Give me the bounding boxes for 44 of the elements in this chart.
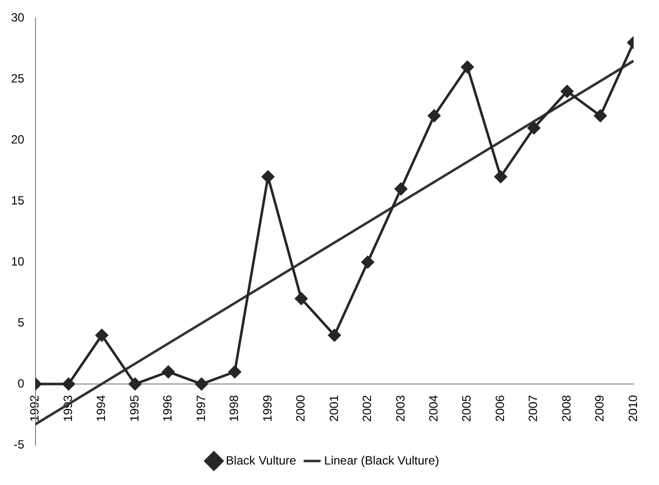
y-tick-label: -5 — [14, 437, 25, 452]
x-tick-label: 2003 — [393, 394, 408, 422]
x-tick-label: 2008 — [559, 394, 574, 422]
point — [594, 110, 607, 122]
y-tick-label: 0 — [18, 376, 25, 390]
x-tick-label: 2004 — [426, 394, 440, 422]
point — [560, 85, 574, 98]
point — [494, 170, 507, 183]
y-tick-label: 15 — [10, 193, 25, 208]
y-tick-label: 30 — [10, 10, 25, 25]
x-tick-label: 2006 — [492, 394, 507, 422]
point — [262, 170, 274, 183]
point — [361, 256, 374, 268]
y-tick-label: 25 — [10, 71, 25, 86]
x-tick-label: 1999 — [260, 394, 274, 422]
point — [461, 60, 474, 74]
x-tick-label: 1995 — [127, 394, 142, 422]
x-tick-label: 1997 — [194, 394, 208, 422]
x-tick-label: 1994 — [94, 394, 108, 422]
x-tick-label: 2007 — [526, 394, 540, 422]
point — [394, 182, 408, 196]
y-tick-label: 10 — [10, 254, 25, 268]
x-tick-label: 2005 — [460, 394, 474, 422]
point — [128, 378, 142, 390]
point — [528, 122, 540, 134]
legend-label: Black Vulture — [226, 453, 296, 468]
x-tick-label: 2001 — [326, 394, 341, 422]
x-tick-label: 2010 — [626, 394, 640, 422]
x-tick-label: 1996 — [160, 394, 175, 422]
point — [62, 378, 75, 390]
x-tick-label: 2002 — [360, 394, 374, 422]
y-tick-label: 5 — [18, 315, 25, 330]
point — [195, 378, 208, 390]
point — [96, 329, 108, 342]
x-tick-label: 1998 — [227, 394, 242, 422]
x-tick-label: 2009 — [592, 394, 607, 422]
point — [428, 110, 440, 122]
x-tick-label: 2000 — [294, 394, 308, 422]
y-tick-label: 20 — [10, 132, 25, 146]
point — [162, 366, 175, 378]
point — [228, 366, 242, 378]
legend-label: Linear (Black Vulture) — [324, 453, 440, 468]
point — [328, 329, 341, 342]
point — [294, 292, 308, 305]
